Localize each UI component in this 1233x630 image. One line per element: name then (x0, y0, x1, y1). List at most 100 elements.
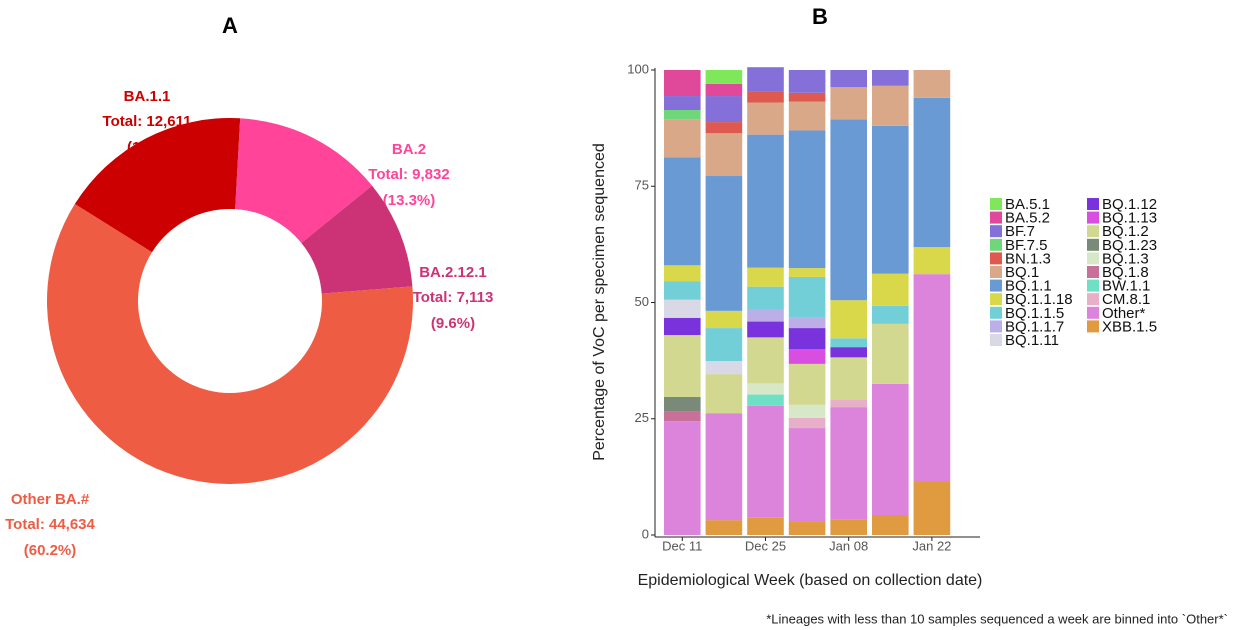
legend-swatch (990, 225, 1002, 238)
slice-value-label: Total: 12,611 (103, 113, 192, 130)
x-tick-label: Jan 22 (912, 538, 951, 553)
bar-segment (664, 299, 701, 318)
legend-label: BQ.1.1 (1005, 278, 1052, 295)
bar-segment (788, 268, 826, 277)
bar-segment (830, 300, 867, 339)
x-tick-label: Dec 11 (662, 538, 702, 553)
bar-segment (788, 92, 826, 102)
bar-segment (830, 70, 867, 88)
legend-swatch (1087, 266, 1099, 278)
bar-segment (788, 521, 826, 535)
legend-label: XBB.1.5 (1102, 318, 1157, 335)
bar-segment (747, 405, 784, 518)
legend-swatch (990, 293, 1002, 306)
legend-swatch (990, 334, 1002, 346)
bar-segment (830, 87, 867, 120)
y-tick-label: 100 (627, 61, 649, 76)
bar-segment (705, 310, 743, 329)
bar-segment (747, 134, 784, 268)
x-axis-label: Epidemiological Week (based on collectio… (638, 572, 983, 589)
panel-title: A (222, 13, 238, 38)
bar-segment (788, 276, 826, 318)
bar-segment (664, 109, 701, 120)
bar-segment (788, 101, 826, 131)
bar-segment (913, 247, 951, 275)
bar-segment (664, 411, 701, 422)
bar-segment (788, 417, 826, 429)
bar-segment (788, 349, 826, 364)
slice-value-label: Total: 9,832 (368, 166, 449, 183)
bar-segment (705, 361, 743, 375)
legend-swatch (990, 279, 1002, 292)
slice-percent-label: (13.3%) (383, 192, 436, 209)
bar-segment (872, 125, 909, 274)
y-tick-label: 0 (642, 526, 649, 541)
legend-swatch (1087, 198, 1099, 210)
panel-title: B (812, 4, 828, 29)
bar-segment (913, 274, 951, 482)
bar-segment (705, 413, 743, 521)
slice-label: Other BA.# (11, 491, 90, 508)
bar-segment (830, 357, 867, 400)
legend-swatch (990, 238, 1002, 251)
pie-slice (46, 204, 414, 484)
legend-label: BQ.1 (1005, 264, 1039, 281)
legend-label: BQ.1.11 (1005, 332, 1059, 349)
legend-swatch (990, 198, 1002, 210)
bar-segment (664, 317, 701, 336)
y-axis-label: Percentage of VoC per specimen sequenced (591, 143, 608, 461)
bar-segment (664, 265, 701, 282)
bar-segment (872, 85, 909, 126)
y-tick-label: 25 (635, 410, 649, 425)
legend-label: BF.7 (1005, 223, 1035, 240)
legend-swatch (1087, 211, 1099, 224)
bar-segment (830, 347, 867, 358)
bar-segment (664, 281, 701, 300)
y-tick-label: 50 (635, 294, 649, 309)
bar-segment (747, 267, 784, 287)
legend-label: BA.5.2 (1005, 210, 1050, 227)
bar-segment (705, 374, 743, 414)
legend-label: BN.1.3 (1005, 250, 1051, 267)
bar-segment (664, 96, 701, 110)
legend-label: BW.1.1 (1102, 278, 1150, 295)
x-tick-label: Dec 25 (745, 538, 786, 553)
legend-label: BQ.1.1.7 (1005, 318, 1064, 335)
bar-segment (872, 70, 909, 86)
bar-segment (788, 404, 826, 418)
bar-segment (705, 122, 743, 134)
bar-segment (872, 323, 909, 384)
x-tick-label: Jan 08 (829, 538, 868, 553)
bar-segment (705, 83, 743, 97)
bar-segment (913, 481, 951, 535)
bar-segment (747, 321, 784, 338)
bar-segment (747, 394, 784, 406)
bar-segment (830, 399, 867, 408)
bar-segment (872, 273, 909, 306)
bar-segment (664, 421, 701, 535)
bar-segment (788, 130, 826, 269)
legend-label: BQ.1.1.5 (1005, 305, 1064, 322)
slice-value-label: Total: 44,634 (5, 516, 95, 533)
legend-swatch (1087, 306, 1099, 319)
legend-swatch (990, 320, 1002, 333)
legend-swatch (990, 306, 1002, 319)
legend-label: BQ.1.2 (1102, 223, 1149, 240)
bar-segment (830, 519, 867, 535)
bar-segment (705, 96, 743, 123)
legend-swatch (990, 266, 1002, 278)
bar-segment (664, 335, 701, 397)
bar-segment (747, 102, 784, 135)
bar-segment (747, 91, 784, 103)
bar-segment (830, 338, 867, 348)
legend-label: BQ.1.23 (1102, 237, 1157, 254)
bar-segment (664, 396, 701, 412)
bar-segment (913, 70, 951, 98)
legend-swatch (1087, 293, 1099, 306)
legend-label: BQ.1.8 (1102, 264, 1149, 281)
footnote: *Lineages with less than 10 samples sequ… (766, 611, 1228, 626)
bar-segment (747, 517, 784, 535)
bar-segment (705, 520, 743, 535)
bar-segment (830, 407, 867, 520)
